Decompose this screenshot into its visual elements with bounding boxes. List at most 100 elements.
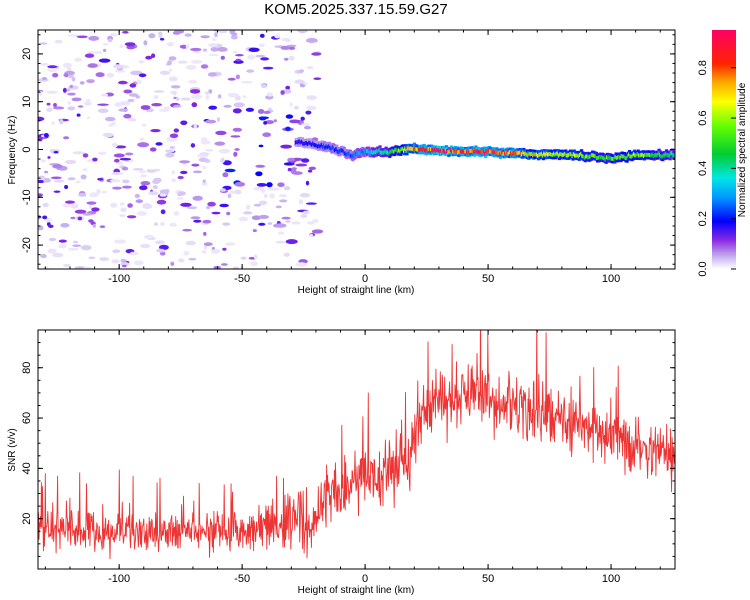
spectrogram-noise-blob (277, 182, 285, 187)
spectrogram-noise-blob (102, 43, 109, 46)
spectrogram-noise-blob (261, 83, 267, 89)
spectrogram-noise-blob (174, 30, 185, 34)
spectrogram-noise-blob (132, 168, 144, 171)
spectrogram-noise-blob (104, 116, 116, 122)
spectrogram-noise-blob (44, 170, 49, 174)
spectrogram-noise-blob (114, 239, 127, 244)
spectrogram-noise-blob (211, 211, 221, 215)
spectrogram-noise-blob (113, 153, 125, 158)
spectrogram-noise-blob (83, 266, 93, 269)
snr-y-axis-label: SNR (v/v) (7, 428, 18, 471)
spectrogram-noise-blob (71, 76, 76, 82)
spectrogram-noise-blob (264, 193, 268, 199)
spectrogram-noise-blob (42, 202, 49, 208)
spectrogram-noise-blob (125, 152, 134, 156)
spectrogram-noise-blob (200, 35, 210, 39)
spectrogram-noise-blob (301, 158, 310, 163)
spectrogram-noise-blob (118, 80, 128, 85)
spectrogram-y-axis-label: Frequency (Hz) (7, 116, 18, 185)
spectrogram-x-ticks: -100 -50 0 50 100 (44, 30, 661, 285)
spectrogram-noise-blob (112, 249, 121, 253)
spectrogram-noise-blob (243, 211, 253, 215)
spectrogram-noise-blob (120, 207, 127, 212)
spectrogram-noise-blob (159, 189, 169, 194)
spectrogram-noise-blob (247, 54, 256, 60)
spectrogram-noise-blob (201, 181, 208, 186)
spectrogram-noise-blob (156, 248, 166, 253)
colorbar-tick-label: 0.0 (697, 261, 709, 276)
spectrogram-noise-blob (300, 213, 308, 219)
spectrogram-noise-blob (188, 257, 197, 261)
spectrogram-noise-blob (138, 60, 145, 64)
spectrogram-noise-blob (97, 103, 109, 106)
spectrogram-noise-blob (165, 152, 175, 158)
spectrogram-noise-blob (299, 192, 311, 198)
spectrogram-noise-blob (176, 97, 180, 101)
spectrogram-noise-blob (58, 239, 67, 243)
spectrogram-noise-blob (58, 244, 67, 249)
spectrogram-noise-blob (218, 30, 228, 34)
spectrogram-noise-blob (226, 211, 231, 216)
x-tick-label: 50 (482, 273, 494, 285)
spectrogram-noise-blob (67, 101, 72, 105)
spectrogram-noise-blob (123, 89, 133, 94)
spectrogram-noise-blob (219, 203, 229, 208)
spectrogram-noise-blob (127, 98, 135, 103)
y-tick-label: 10 (21, 96, 33, 108)
spectrogram-noise-blob (47, 67, 58, 73)
spectrogram-noise-blob (205, 94, 210, 100)
spectrogram-noise-blob (217, 94, 222, 99)
spectrogram-noise-blob (170, 261, 175, 266)
spectrogram-noise-blob (238, 216, 248, 222)
spectrogram-noise-blob (294, 79, 305, 84)
spectrogram-noise-blob (51, 121, 56, 125)
spectrogram-noise-blob (185, 43, 190, 49)
spectrogram-noise-blob (293, 105, 299, 110)
spectrogram-noise-blob (285, 220, 291, 223)
spectrogram-noise-blob (45, 217, 52, 223)
spectrogram-noise-blob (235, 54, 244, 57)
spectrogram-noise-blob (288, 55, 295, 61)
spectrogram-noise-blob (287, 167, 292, 172)
spectrogram-noise-blob (180, 97, 192, 101)
spectrogram-noise-blob (70, 203, 79, 209)
spectrogram-y-ticks: -20 -10 0 10 20 (21, 34, 675, 265)
spectrogram-noise-blob (126, 215, 137, 219)
spectrogram-noise-blob (42, 215, 48, 220)
spectrogram-noise-blob (220, 188, 226, 192)
spectrogram-noise-blob (99, 257, 110, 261)
spectrogram-noise-blob (111, 121, 116, 126)
spectrogram-noise-blob (128, 118, 137, 122)
spectrogram-noise-blob (179, 160, 191, 164)
spectrogram-noise-blobs (38, 30, 324, 269)
y-tick-label: 0 (21, 146, 33, 152)
spectrogram-noise-blob (204, 245, 208, 250)
spectrogram-noise-blob (158, 33, 163, 39)
spectrogram-noise-blob (136, 211, 147, 216)
spectrogram-noise-blob (169, 146, 176, 149)
spectrogram-noise-blob (130, 70, 143, 76)
spectrogram-noise-blob (140, 243, 151, 249)
spectrogram-noise-blob (129, 93, 138, 97)
spectrogram-noise-blob (42, 177, 51, 183)
spectrogram-noise-blob (95, 72, 105, 78)
spectrogram-noise-blob (258, 43, 265, 48)
spectrogram-noise-blob (305, 202, 317, 205)
spectrogram-noise-blob (52, 164, 63, 169)
spectrogram-noise-blob (177, 191, 186, 196)
spectrogram-noise-blob (38, 193, 43, 196)
spectrogram-noise-blob (80, 245, 92, 251)
spectrogram-noise-blob (160, 209, 166, 215)
spectrogram-noise-blob (139, 137, 144, 141)
spectrogram-noise-blob (166, 42, 175, 46)
spectrogram-noise-blob (41, 77, 48, 80)
spectrogram-noise-blob (308, 166, 316, 170)
spectrogram-noise-blob (135, 199, 144, 204)
spectrogram-noise-blob (253, 254, 258, 260)
spectrogram-noise-blob (200, 64, 209, 69)
spectrogram-noise-blob (265, 120, 274, 125)
spectrogram-noise-blob (170, 85, 181, 89)
spectrogram-noise-blob (71, 97, 82, 102)
